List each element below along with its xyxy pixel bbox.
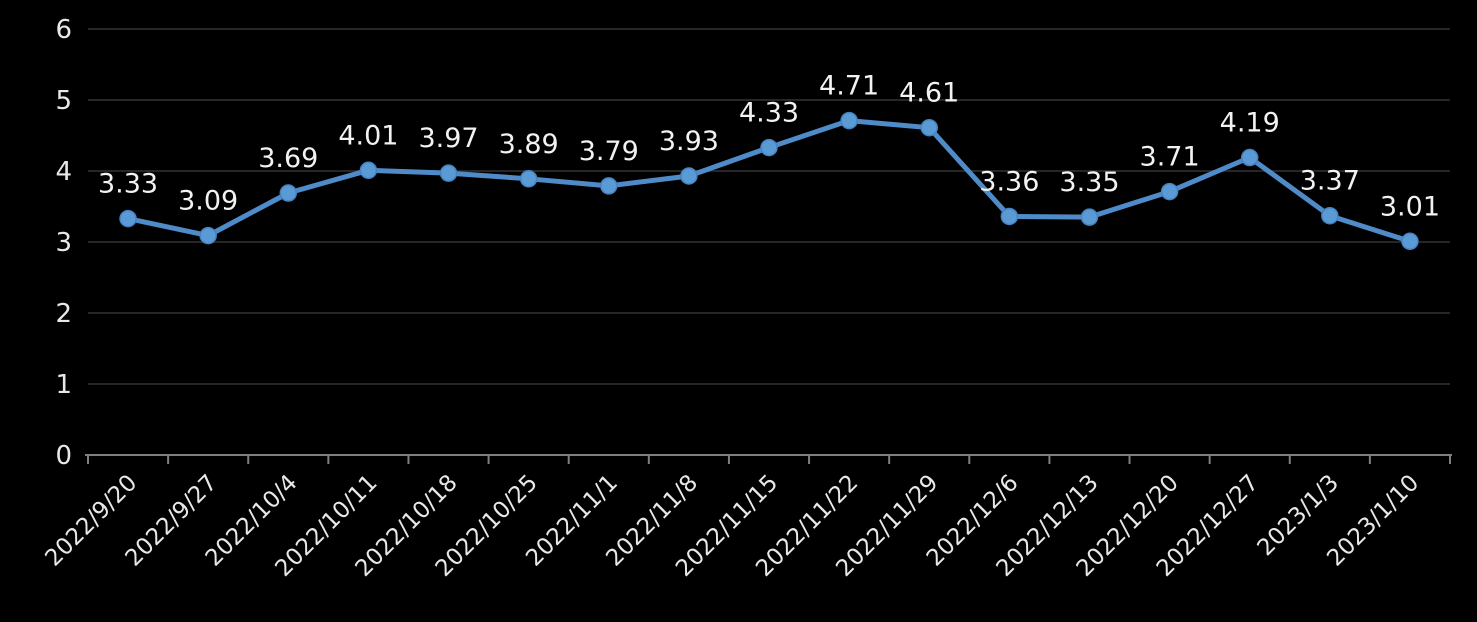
data-point <box>1160 182 1179 201</box>
data-point <box>1401 232 1419 251</box>
data-label: 3.33 <box>98 169 158 200</box>
y-axis-tick-label: 3 <box>55 228 72 258</box>
y-axis-tick-label: 6 <box>55 15 72 45</box>
y-axis-tick-label: 4 <box>55 157 72 187</box>
data-point <box>840 111 858 130</box>
data-label: 4.01 <box>338 120 398 151</box>
data-label: 4.19 <box>1220 108 1280 139</box>
data-point <box>279 184 298 202</box>
data-label: 3.35 <box>1059 167 1119 198</box>
data-label: 3.89 <box>499 129 559 160</box>
data-point <box>439 164 458 182</box>
series-line <box>125 118 1413 244</box>
data-point <box>519 170 538 188</box>
data-label: 3.09 <box>178 186 238 217</box>
data-point <box>199 226 217 245</box>
data-label: 4.61 <box>899 78 959 109</box>
data-label: 3.93 <box>659 126 719 157</box>
data-point <box>1321 206 1339 225</box>
data-point <box>1000 207 1019 226</box>
y-axis-tick-label: 1 <box>55 370 72 400</box>
data-label: 4.33 <box>739 98 799 129</box>
data-label: 3.37 <box>1300 166 1360 197</box>
data-label: 3.01 <box>1380 191 1440 222</box>
y-axis-tick-label: 2 <box>55 299 72 329</box>
data-point <box>600 177 618 195</box>
data-point <box>920 118 938 137</box>
data-point <box>359 161 378 180</box>
data-label: 3.79 <box>579 136 639 167</box>
y-axis-tick-label: 0 <box>55 441 72 471</box>
data-label: 4.71 <box>819 71 879 102</box>
data-label: 3.69 <box>258 143 318 174</box>
data-point <box>1240 148 1259 167</box>
data-label: 3.71 <box>1140 142 1200 173</box>
data-point <box>680 167 698 185</box>
data-label: 3.97 <box>418 123 478 154</box>
data-point <box>760 138 778 157</box>
data-point <box>1080 208 1099 226</box>
y-axis-tick-label: 5 <box>55 86 72 116</box>
data-label: 3.36 <box>979 166 1039 197</box>
data-point <box>119 209 137 228</box>
